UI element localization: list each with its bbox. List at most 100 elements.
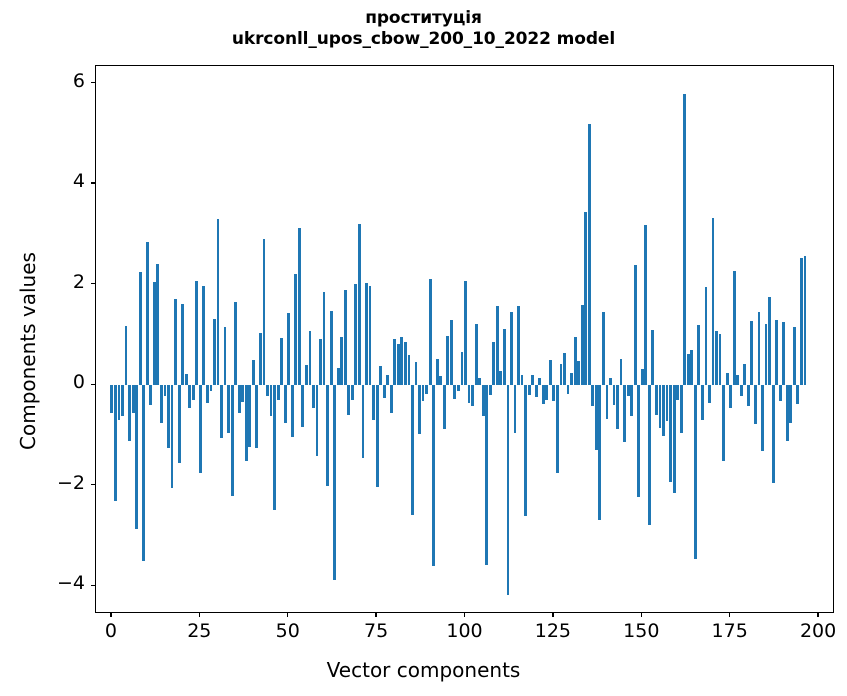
y-tick-mark xyxy=(91,484,95,486)
bar xyxy=(333,385,337,581)
bar xyxy=(591,385,595,407)
bar xyxy=(510,311,513,386)
bar xyxy=(736,375,740,386)
bar xyxy=(626,385,630,397)
bar xyxy=(439,375,443,386)
bar xyxy=(644,225,648,386)
bar xyxy=(177,385,181,464)
bar xyxy=(202,286,206,386)
bar xyxy=(697,324,701,386)
bar xyxy=(573,337,577,386)
y-tick-mark xyxy=(91,282,95,285)
bar xyxy=(259,332,262,386)
bar xyxy=(379,366,383,386)
bar xyxy=(128,385,131,441)
bar xyxy=(191,385,195,401)
bar xyxy=(121,385,124,417)
bar xyxy=(255,385,259,449)
bar xyxy=(301,385,305,427)
x-tick-label: 25 xyxy=(187,620,212,642)
bar xyxy=(651,329,655,386)
x-tick-label: 175 xyxy=(711,620,748,642)
bar xyxy=(124,326,128,386)
bar xyxy=(266,385,269,397)
bar xyxy=(580,304,584,386)
bar xyxy=(442,385,446,430)
y-axis-ticks: −4 −2 0 2 4 6 xyxy=(13,0,85,696)
bar xyxy=(449,319,453,386)
bar xyxy=(287,312,291,386)
bar xyxy=(499,371,503,386)
bar xyxy=(411,385,414,515)
x-tick-label: 75 xyxy=(364,620,389,642)
chart-title-line-2: ukrconll_upos_cbow_200_10_2022 model xyxy=(231,28,616,49)
x-tick-label: 125 xyxy=(534,620,572,642)
y-tick-label: 4 xyxy=(72,170,85,193)
bar xyxy=(294,274,298,386)
x-tick-mark xyxy=(198,613,200,617)
bar xyxy=(775,320,779,386)
bar xyxy=(386,374,390,386)
bar xyxy=(184,373,188,386)
bar xyxy=(209,385,213,392)
y-tick-mark xyxy=(91,584,95,586)
bar xyxy=(354,283,358,386)
bar xyxy=(414,362,418,386)
y-tick-label: −4 xyxy=(56,572,85,595)
bar xyxy=(149,385,153,406)
bar xyxy=(382,385,386,399)
bar xyxy=(336,367,340,386)
bar xyxy=(188,385,192,408)
bar xyxy=(453,385,457,400)
x-axis-label: Vector components xyxy=(326,658,521,682)
chart-title: проституція ukrconll_upos_cbow_200_10_20… xyxy=(0,8,847,49)
bar xyxy=(198,385,202,474)
bar xyxy=(418,385,421,434)
bar xyxy=(796,385,800,405)
y-tick-label: −2 xyxy=(56,471,85,494)
bar xyxy=(672,385,676,494)
x-tick-mark xyxy=(110,613,112,617)
bar xyxy=(743,364,747,386)
bar xyxy=(570,373,573,386)
bar xyxy=(421,385,425,402)
chart-title-line-1: проституція xyxy=(365,8,482,28)
bar xyxy=(315,385,319,456)
bar xyxy=(655,385,658,416)
bar xyxy=(662,385,665,436)
bar xyxy=(584,211,588,386)
y-tick-label: 0 xyxy=(72,371,85,394)
bar xyxy=(234,302,238,386)
bar xyxy=(612,385,616,406)
bar xyxy=(269,385,273,417)
bar xyxy=(513,385,517,433)
bar xyxy=(181,303,185,386)
bar xyxy=(729,385,733,409)
bar xyxy=(170,385,174,489)
bar xyxy=(754,385,757,425)
bar xyxy=(205,385,209,403)
bar xyxy=(676,385,680,401)
x-tick-mark xyxy=(728,613,731,617)
bar xyxy=(693,385,697,559)
bar xyxy=(527,385,531,396)
bar xyxy=(566,385,570,395)
x-tick-label: 200 xyxy=(799,620,837,642)
bar xyxy=(619,359,623,386)
bar xyxy=(368,286,372,386)
bar xyxy=(768,296,771,386)
x-tick-mark xyxy=(463,613,466,617)
bar xyxy=(478,377,482,386)
bar xyxy=(400,337,404,386)
bar xyxy=(803,255,807,386)
bar xyxy=(460,352,464,386)
bar xyxy=(340,337,344,386)
bar xyxy=(464,281,467,386)
bar xyxy=(633,264,637,386)
bar xyxy=(665,385,669,422)
bar xyxy=(700,385,704,421)
bar xyxy=(142,385,146,562)
y-tick-mark xyxy=(91,81,95,84)
bar xyxy=(343,289,347,386)
